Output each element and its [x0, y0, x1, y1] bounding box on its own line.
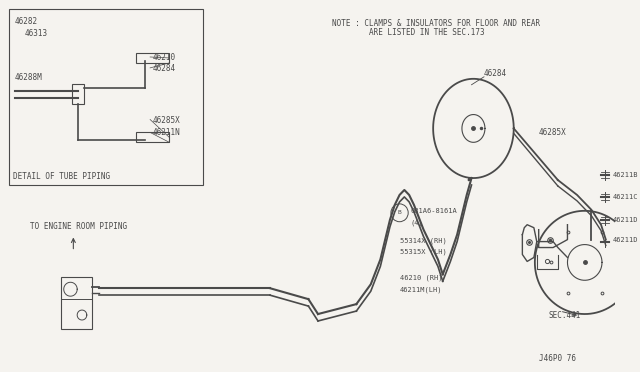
Text: 46211D: 46211D: [612, 217, 638, 223]
Bar: [61, 277, 92, 329]
Text: 46211B: 46211B: [612, 172, 638, 178]
Text: 46285X: 46285X: [539, 128, 566, 137]
Text: 46211C: 46211C: [612, 194, 638, 200]
Text: 081A6-8161A: 081A6-8161A: [410, 208, 457, 214]
Text: NOTE : CLAMPS & INSULATORS FOR FLOOR AND REAR: NOTE : CLAMPS & INSULATORS FOR FLOOR AND…: [332, 19, 541, 28]
Text: TO ENGINE ROOM PIPING: TO ENGINE ROOM PIPING: [30, 222, 127, 231]
Text: 46211M(LH): 46211M(LH): [399, 286, 442, 293]
Text: 46313: 46313: [24, 29, 47, 38]
Text: 46282: 46282: [15, 17, 38, 26]
Text: DETAIL OF TUBE PIPING: DETAIL OF TUBE PIPING: [13, 172, 110, 181]
Bar: [136, 53, 170, 63]
Text: (4): (4): [410, 220, 423, 226]
Text: ARE LISTED IN THE SEC.173: ARE LISTED IN THE SEC.173: [332, 28, 485, 37]
Bar: [136, 132, 170, 142]
Text: 46284: 46284: [484, 69, 507, 78]
Text: 46284: 46284: [153, 64, 176, 73]
Bar: [9, 9, 203, 185]
Text: 46285X: 46285X: [153, 116, 180, 125]
Text: B: B: [397, 210, 401, 215]
Text: 46211N: 46211N: [153, 128, 180, 137]
Text: 55315X (LH): 55315X (LH): [399, 248, 446, 255]
Text: J46P0 76: J46P0 76: [539, 354, 576, 363]
Text: SEC.441: SEC.441: [548, 311, 580, 320]
Bar: [72, 84, 84, 104]
Text: 55314X (RH): 55314X (RH): [399, 238, 446, 244]
Text: 46211D: 46211D: [612, 237, 638, 243]
Text: 46210 (RH): 46210 (RH): [399, 274, 442, 281]
Text: 46210: 46210: [153, 53, 176, 62]
Text: 46288M: 46288M: [15, 73, 43, 82]
